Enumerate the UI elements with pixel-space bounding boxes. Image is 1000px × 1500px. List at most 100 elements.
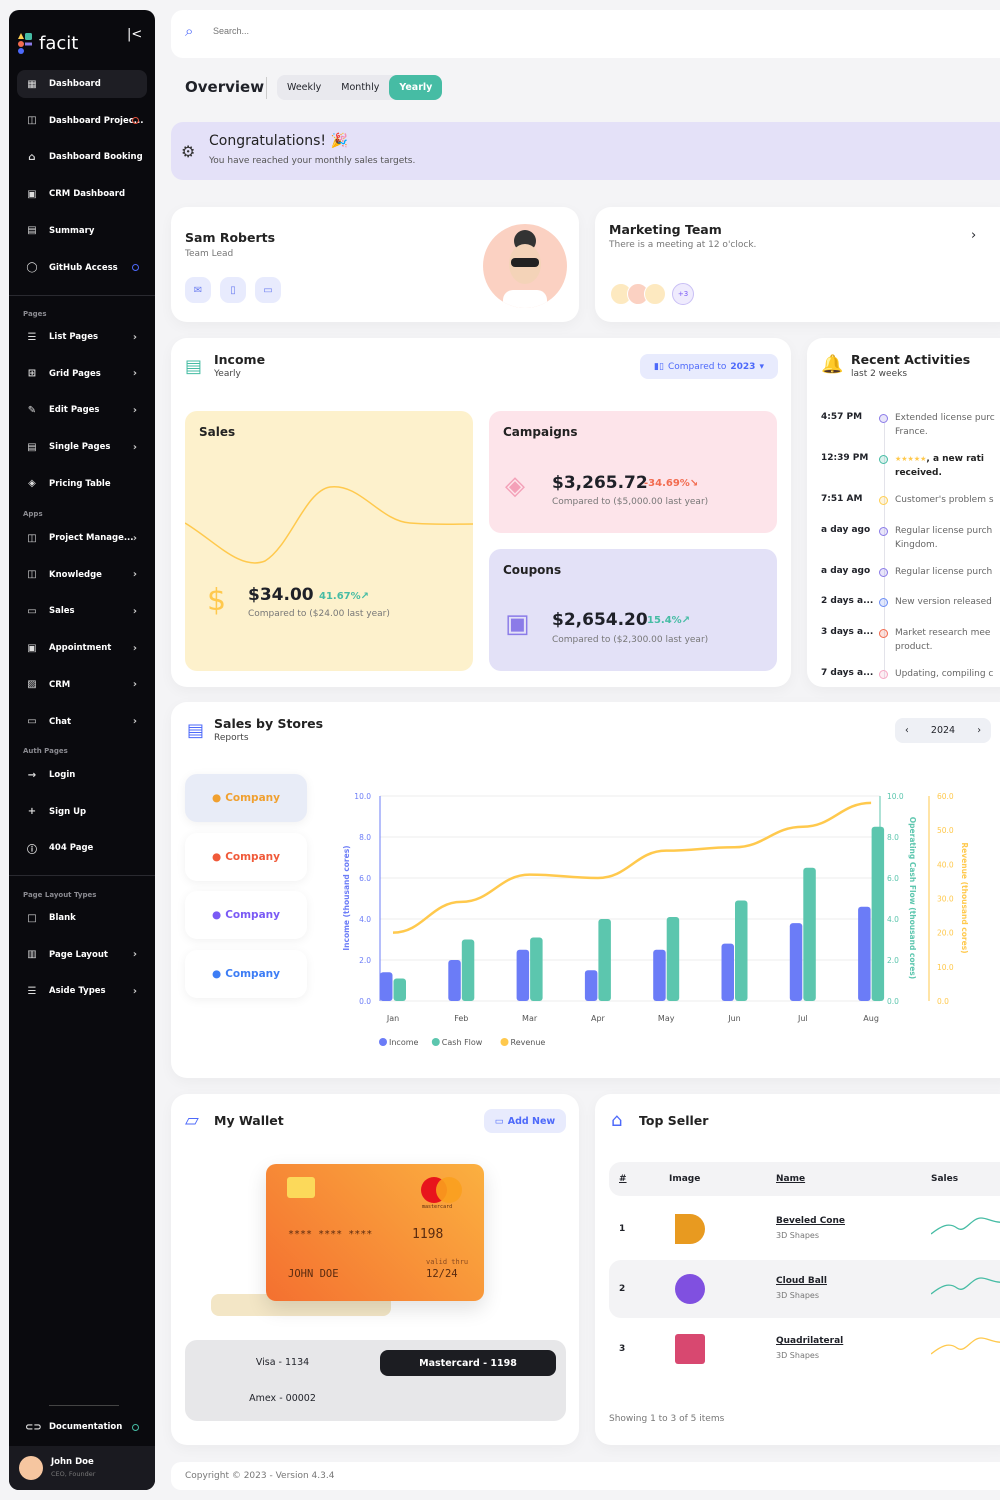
collapse-sidebar-icon[interactable]: |< <box>127 27 143 42</box>
card-option-amex[interactable]: Amex - 00002 <box>249 1392 316 1404</box>
sidebar-item-project-manage[interactable]: ◫ Project Manage... › <box>17 524 147 552</box>
search-bar[interactable]: ⌕ <box>171 10 1000 58</box>
sidebar-item-dashboard-projec[interactable]: ◫ Dashboard Projec... <box>17 107 147 135</box>
sidebar-item-documentation[interactable]: ⊂⊃ Documentation <box>17 1413 147 1441</box>
company-logo-icon: ● <box>212 968 222 981</box>
sidebar-item-page-layout[interactable]: ▥ Page Layout › <box>17 941 147 969</box>
message-button[interactable]: ▭ <box>255 277 281 303</box>
store-company-button[interactable]: ● Company <box>185 832 307 881</box>
sidebar-item-dashboard[interactable]: ▦ Dashboard <box>17 70 147 98</box>
credit-card[interactable]: mastercard **** **** **** 1198 valid thr… <box>266 1164 484 1301</box>
chevron-right-icon[interactable]: › <box>971 228 977 243</box>
cashflow-bar <box>393 978 406 1001</box>
sidebar-item-edit-pages[interactable]: ✎ Edit Pages › <box>17 396 147 424</box>
trend-down-icon: ↘ <box>689 478 699 489</box>
sidebar-item-sign-up[interactable]: + Sign Up <box>17 798 147 826</box>
legend-label[interactable]: Revenue <box>511 1038 546 1047</box>
store-company-button[interactable]: ● Company <box>185 950 307 999</box>
store-icon: ⌂ <box>611 1110 623 1131</box>
tab-monthly[interactable]: Monthly <box>341 82 380 93</box>
square-icon: □ <box>27 912 37 924</box>
card-number: **** **** **** <box>288 1229 373 1240</box>
brand-logo[interactable]: facit <box>17 32 78 54</box>
activity-text: New version released <box>895 595 992 609</box>
wallet-card: ▱ My Wallet ▭ Add New mastercard **** ***… <box>171 1094 579 1445</box>
sidebar-item-login[interactable]: → Login <box>17 761 147 789</box>
grid-icon: ⊞ <box>27 368 37 380</box>
timeline-dot <box>879 527 888 536</box>
sidebar-item-grid-pages[interactable]: ⊞ Grid Pages › <box>17 360 147 388</box>
sidebar-item-summary[interactable]: ▤ Summary <box>17 217 147 245</box>
nav-label: Project Manage... <box>49 533 134 543</box>
product-name-link[interactable]: Beveled Cone <box>776 1216 845 1226</box>
chevron-right-icon: › <box>132 368 137 380</box>
party-icon: 🎉 <box>330 133 348 149</box>
y-right-tick-label: 0.0 <box>887 997 899 1006</box>
x-tick-label: Mar <box>522 1014 538 1023</box>
sidebar-item-aside-types[interactable]: ☰ Aside Types › <box>17 977 147 1005</box>
sidebar-item-list-pages[interactable]: ☰ List Pages › <box>17 323 147 351</box>
add-new-button[interactable]: ▭ Add New <box>484 1109 566 1133</box>
activity-line: Extended license purc <box>895 413 995 423</box>
team-title: Marketing Team <box>609 222 722 237</box>
timeline-dot <box>879 496 888 505</box>
sales-sparkline <box>185 486 473 564</box>
company-label: Company <box>225 968 280 981</box>
edit-icon: ✎ <box>27 404 37 416</box>
store-company-button[interactable]: ● Company <box>185 774 307 822</box>
sidebar-item-sales[interactable]: ▭ Sales › <box>17 597 147 625</box>
nav-label: Edit Pages <box>49 405 100 416</box>
legend-label[interactable]: Cash Flow <box>442 1038 483 1047</box>
income-bar <box>858 906 871 1001</box>
cashflow-bar <box>461 939 475 1001</box>
product-image <box>675 1214 705 1244</box>
sidebar-item-blank[interactable]: □ Blank <box>17 904 147 932</box>
column-rank[interactable]: # <box>619 1174 627 1184</box>
store-company-button[interactable]: ● Company <box>185 891 307 940</box>
period-tabs: Weekly Monthly Yearly <box>277 75 443 100</box>
banner-text: You have reached your monthly sales targ… <box>209 156 416 166</box>
income-title: Income <box>214 352 266 367</box>
profile-role: Team Lead <box>185 249 234 259</box>
sidebar-item-appointment[interactable]: ▣ Appointment › <box>17 634 147 662</box>
cashflow-bar <box>871 826 885 1001</box>
sidebar-item-dashboard-booking[interactable]: ⌂ Dashboard Booking <box>17 143 147 171</box>
product-name-link[interactable]: Cloud Ball <box>776 1276 827 1286</box>
tab-weekly[interactable]: Weekly <box>287 82 322 93</box>
tab-yearly[interactable]: Yearly <box>389 75 443 100</box>
product-name-link[interactable]: Quadrilateral <box>776 1336 844 1346</box>
sidebar-item-github-access[interactable]: ◯ GitHub Access <box>17 254 147 282</box>
sidebar-item-crm[interactable]: ▨ CRM › <box>17 671 147 699</box>
search-input[interactable] <box>213 26 613 36</box>
card-option-mastercard[interactable]: Mastercard - 1198 <box>380 1350 556 1376</box>
campaigns-change-text: -34.69% <box>644 478 690 489</box>
activities-subtitle: last 2 weeks <box>851 369 908 379</box>
sidebar-item-single-pages[interactable]: ▤ Single Pages › <box>17 433 147 461</box>
sales-sparkline <box>931 1277 1000 1295</box>
prev-year-button[interactable]: ‹ <box>905 725 909 736</box>
activity-line: received. <box>895 468 942 478</box>
sidebar-item-chat[interactable]: ▭ Chat › <box>17 708 147 736</box>
column-name[interactable]: Name <box>776 1174 806 1184</box>
sidebar-item-pricing-table[interactable]: ◈ Pricing Table <box>17 470 147 498</box>
phone-button[interactable]: ▯ <box>220 277 246 303</box>
legend-label[interactable]: Income <box>389 1038 419 1047</box>
chevron-right-icon: › <box>132 532 137 544</box>
card-option-visa[interactable]: Visa - 1134 <box>255 1356 310 1368</box>
sidebar-item-404-page[interactable]: ⓘ 404 Page <box>17 834 147 862</box>
nav-label: Documentation <box>49 1422 123 1432</box>
more-members-badge[interactable]: +3 <box>672 283 694 305</box>
user-menu[interactable]: John Doe CEO, Founder <box>9 1446 155 1490</box>
revenue-tick-label: 40.0 <box>937 860 954 869</box>
activity-time: 7:51 AM <box>821 494 863 504</box>
sidebar-item-crm-dashboard[interactable]: ▣ CRM Dashboard <box>17 180 147 208</box>
marketing-team-card[interactable]: Marketing Team There is a meeting at 12 … <box>595 207 1000 322</box>
email-button[interactable]: ✉ <box>185 277 211 303</box>
stores-title: Sales by Stores <box>214 716 324 731</box>
sidebar-item-knowledge[interactable]: ◫ Knowledge › <box>17 561 147 589</box>
campaigns-label: Campaigns <box>503 425 578 439</box>
activity-line: Regular license purch <box>895 526 993 536</box>
next-year-button[interactable]: › <box>977 725 981 736</box>
rating-stars-icon: ★★★★★ <box>895 455 927 463</box>
compare-year-dropdown[interactable]: ▮▯ Compared to 2023 ▾ <box>640 354 778 379</box>
